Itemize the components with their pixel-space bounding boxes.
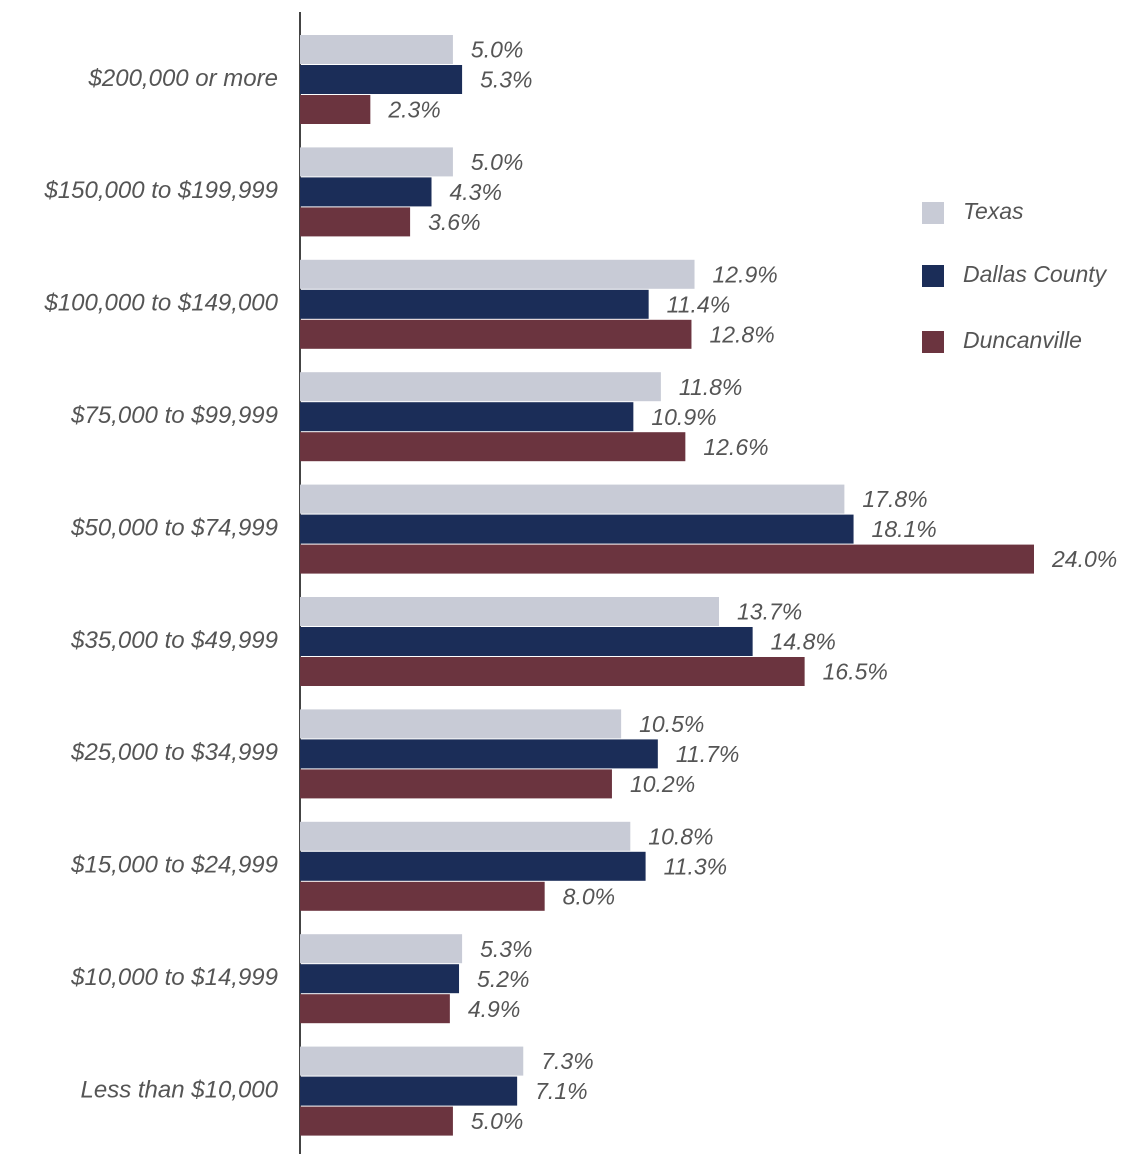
legend-swatch (922, 265, 944, 287)
bar (300, 259, 695, 289)
category-label: $200,000 or more (88, 65, 278, 92)
value-label: 5.3% (480, 936, 532, 962)
value-label: 10.5% (639, 711, 704, 737)
category-label: $50,000 to $74,999 (70, 514, 278, 541)
legend-label: Duncanville (963, 327, 1082, 353)
value-label: 12.6% (703, 434, 768, 460)
category-label: $15,000 to $24,999 (70, 852, 278, 879)
value-label: 10.2% (630, 771, 695, 797)
bar (300, 514, 854, 544)
value-label: 10.9% (651, 404, 716, 430)
value-label: 18.1% (872, 516, 937, 542)
bar (300, 769, 612, 799)
value-label: 7.1% (535, 1078, 587, 1104)
value-label: 16.5% (823, 659, 888, 685)
bar (300, 177, 432, 207)
category-label: $25,000 to $34,999 (70, 739, 278, 766)
bar (300, 657, 805, 686)
category-label: Less than $10,000 (81, 1076, 279, 1103)
value-label: 5.0% (471, 37, 523, 63)
bar (300, 65, 463, 94)
bar (300, 432, 686, 462)
bar (300, 372, 661, 402)
bar (300, 709, 622, 739)
bar (300, 1046, 524, 1076)
legend-swatch (922, 202, 944, 224)
bar (300, 319, 692, 349)
value-label: 4.3% (450, 179, 502, 205)
bar (300, 739, 658, 769)
category-label: $150,000 to $199,999 (43, 177, 278, 204)
value-label: 13.7% (737, 599, 802, 625)
value-label: 10.8% (648, 823, 713, 849)
bar (300, 597, 719, 626)
bar (300, 544, 1034, 574)
legend-swatch (922, 331, 944, 353)
bar (300, 402, 634, 432)
value-label: 17.8% (862, 486, 927, 512)
value-label: 5.0% (471, 1108, 523, 1134)
value-label: 24.0% (1051, 546, 1117, 572)
bar (300, 821, 631, 851)
value-label: 5.3% (480, 67, 532, 93)
category-label: $75,000 to $99,999 (70, 402, 278, 429)
value-label: 12.8% (709, 321, 774, 347)
bar (300, 994, 450, 1024)
value-label: 5.2% (477, 966, 529, 992)
value-label: 5.0% (471, 149, 523, 175)
value-label: 11.3% (664, 853, 728, 879)
legend-label: Texas (963, 198, 1024, 224)
bar (300, 964, 460, 994)
value-label: 12.9% (713, 261, 778, 287)
bar (300, 95, 371, 124)
bar (300, 851, 646, 881)
bar (300, 35, 453, 64)
value-label: 7.3% (541, 1048, 593, 1074)
bar (300, 484, 845, 514)
category-label: $100,000 to $149,000 (43, 290, 278, 317)
value-label: 11.7% (676, 741, 740, 767)
bar (300, 1076, 518, 1106)
value-label: 4.9% (468, 996, 520, 1022)
value-label: 3.6% (428, 209, 480, 235)
bar (300, 881, 545, 911)
bar (300, 147, 453, 177)
value-label: 8.0% (563, 883, 615, 909)
category-label: $10,000 to $14,999 (70, 964, 278, 991)
bar (300, 934, 463, 964)
value-label: 14.8% (771, 629, 836, 655)
bar (300, 207, 411, 237)
value-label: 2.3% (387, 97, 440, 123)
bar (300, 1106, 453, 1136)
bar (300, 289, 649, 319)
value-label: 11.8% (679, 374, 743, 400)
legend-label: Dallas County (963, 261, 1108, 287)
value-label: 11.4% (667, 291, 731, 317)
category-label: $35,000 to $49,999 (70, 627, 278, 654)
bar (300, 627, 753, 656)
